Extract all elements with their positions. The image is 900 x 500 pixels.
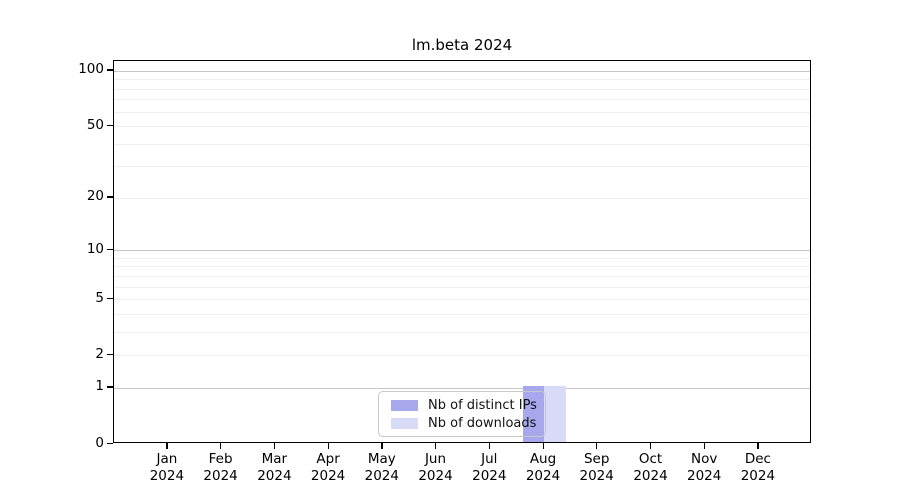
y-tick-mark: [107, 69, 113, 71]
x-tick-mark: [435, 443, 437, 449]
legend-swatch-distinct-ips: [391, 399, 418, 411]
x-tick-label: Nov 2024: [687, 451, 722, 484]
y-tick-label: 0: [95, 434, 104, 451]
y-tick-label: 50: [86, 116, 104, 133]
bar-distinct-ips: [522, 385, 544, 442]
x-tick-label: Apr 2024: [310, 451, 346, 484]
gridline-minor: [114, 266, 810, 268]
y-tick-mark: [107, 124, 113, 126]
x-tick-mark: [166, 443, 168, 449]
x-tick-label: Sep 2024: [579, 451, 614, 484]
x-tick-mark: [273, 443, 276, 449]
gridline-minor: [114, 99, 810, 101]
gridline-minor: [114, 331, 810, 333]
x-tick-mark: [542, 443, 544, 449]
y-tick-label: 5: [95, 289, 104, 306]
x-tick-label: May 2024: [364, 451, 399, 484]
x-tick-mark: [757, 443, 759, 449]
y-tick-label: 2: [95, 345, 104, 362]
y-tick-label: 20: [86, 188, 104, 205]
y-tick-mark: [107, 196, 113, 198]
legend-swatch-downloads: [391, 417, 418, 429]
x-tick-label: Jan 2024: [149, 451, 185, 484]
x-tick-label: Oct 2024: [633, 451, 668, 484]
x-tick-label: Mar 2024: [257, 451, 292, 484]
gridline-minor: [114, 257, 810, 259]
chart-title: lm.beta 2024: [411, 36, 513, 54]
x-tick-mark: [650, 443, 652, 449]
gridline-minor: [114, 313, 810, 315]
y-tick-mark: [107, 248, 113, 250]
gridline-minor: [114, 355, 810, 357]
x-tick-mark: [596, 443, 598, 449]
y-tick-mark: [107, 297, 113, 299]
x-tick-label: Jul 2024: [472, 451, 507, 484]
x-tick-label: Jun 2024: [418, 451, 453, 484]
gridline-minor: [114, 143, 810, 145]
x-tick-label: Dec 2024: [740, 451, 776, 484]
legend-label-downloads: Nb of downloads: [428, 415, 537, 431]
y-tick-label: 1: [95, 378, 104, 395]
gridline-major: [114, 70, 810, 72]
gridline-minor: [114, 88, 810, 90]
x-tick-label: Aug 2024: [525, 451, 561, 484]
y-tick-label: 100: [78, 61, 104, 78]
x-tick-mark: [488, 443, 491, 449]
plot-area: [113, 60, 811, 443]
bar-downloads: [544, 385, 566, 442]
gridline-major: [114, 387, 810, 389]
gridline-minor: [114, 166, 810, 168]
x-tick-mark: [703, 443, 705, 449]
x-tick-label: Feb 2024: [203, 451, 238, 484]
gridline-minor: [114, 299, 810, 301]
x-tick-mark: [327, 443, 329, 449]
y-tick-mark: [107, 353, 113, 355]
gridline-minor: [114, 79, 810, 81]
x-tick-mark: [381, 443, 383, 449]
gridline-minor: [114, 111, 810, 113]
gridline-minor: [114, 197, 810, 199]
legend-item-distinct-ips: Nb of distinct IPs: [391, 398, 545, 413]
gridline-minor: [114, 275, 810, 277]
chart-legend: Nb of distinct IPs Nb of downloads: [378, 391, 546, 437]
legend-label-distinct-ips: Nb of distinct IPs: [428, 397, 537, 413]
y-tick-mark: [107, 386, 113, 388]
y-tick-label: 10: [86, 240, 104, 257]
gridline-minor: [114, 126, 810, 127]
y-tick-mark: [107, 442, 113, 444]
gridline-major: [114, 250, 810, 252]
legend-item-downloads: Nb of downloads: [391, 416, 545, 431]
x-tick-mark: [220, 443, 222, 449]
gridline-minor: [114, 286, 810, 288]
